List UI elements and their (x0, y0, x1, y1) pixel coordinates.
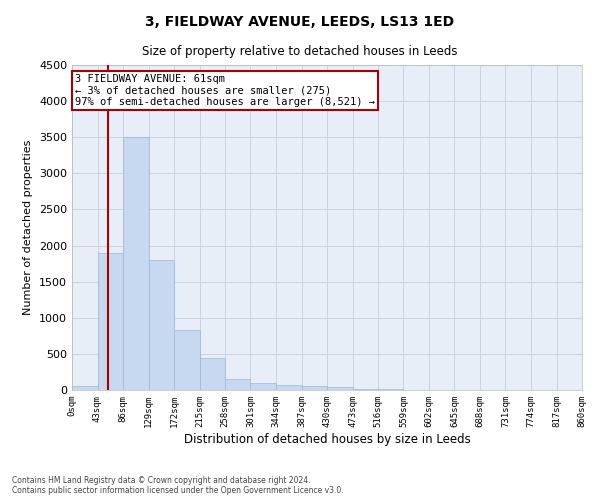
Text: 3, FIELDWAY AVENUE, LEEDS, LS13 1ED: 3, FIELDWAY AVENUE, LEEDS, LS13 1ED (145, 15, 455, 29)
Bar (225, 379, 251, 390)
Text: 3 FIELDWAY AVENUE: 61sqm
← 3% of detached houses are smaller (275)
97% of semi-d: 3 FIELDWAY AVENUE: 61sqm ← 3% of detache… (75, 74, 375, 107)
Bar (97, 253, 123, 390)
Bar (276, 384, 302, 390)
Bar (174, 330, 199, 390)
Bar (251, 383, 276, 390)
X-axis label: Distribution of detached houses by size in Leeds: Distribution of detached houses by size … (184, 432, 470, 446)
Bar (327, 388, 353, 390)
Bar (302, 386, 327, 390)
Y-axis label: Number of detached properties: Number of detached properties (23, 140, 34, 315)
Bar (199, 358, 225, 390)
Text: Size of property relative to detached houses in Leeds: Size of property relative to detached ho… (142, 45, 458, 58)
Text: Contains HM Land Registry data © Crown copyright and database right 2024.
Contai: Contains HM Land Registry data © Crown c… (12, 476, 344, 495)
Bar (72, 386, 97, 390)
Bar (123, 137, 149, 390)
Bar (353, 389, 378, 390)
Bar (149, 260, 174, 390)
